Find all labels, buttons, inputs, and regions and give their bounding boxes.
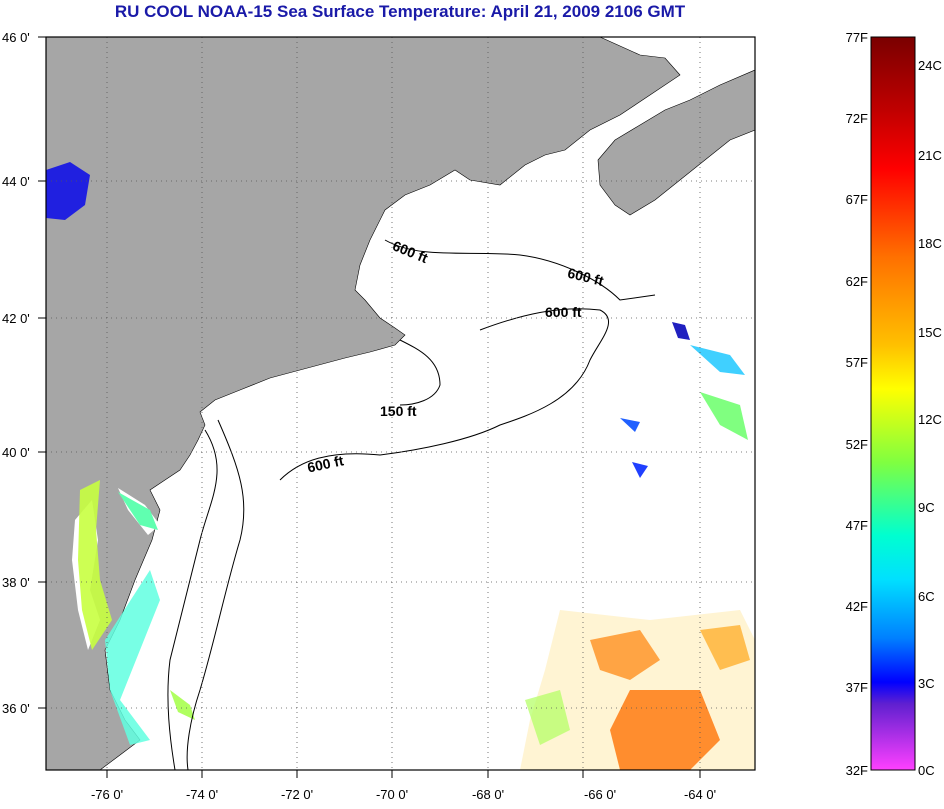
colorbar-c-label: 0C bbox=[918, 763, 935, 778]
colorbar-c-label: 12C bbox=[918, 412, 942, 427]
colorbar-f-label: 42F bbox=[846, 599, 868, 614]
colorbar-f-label: 72F bbox=[846, 111, 868, 126]
lat-label: 36 0' bbox=[2, 701, 30, 716]
colorbar-f-label: 37F bbox=[846, 680, 868, 695]
colorbar-c-label: 18C bbox=[918, 236, 942, 251]
map-title: RU COOL NOAA-15 Sea Surface Temperature:… bbox=[114, 2, 686, 21]
colorbar-f-label: 62F bbox=[846, 274, 868, 289]
lat-label: 46 0' bbox=[2, 30, 30, 45]
colorbar-c-label: 6C bbox=[918, 589, 935, 604]
lon-label: -72 0' bbox=[281, 787, 313, 802]
lon-label: -74 0' bbox=[186, 787, 218, 802]
depth-contours bbox=[167, 239, 656, 770]
colorbar-celsius-labels: 24C 21C 18C 15C 12C 9C 6C 3C 0C bbox=[918, 58, 942, 778]
colorbar-f-label: 32F bbox=[846, 763, 868, 778]
lat-label: 40 0' bbox=[2, 445, 30, 460]
colorbar-c-label: 9C bbox=[918, 500, 935, 515]
sst-patches bbox=[46, 162, 755, 770]
land-nova-scotia bbox=[597, 69, 755, 216]
lon-label: -68 0' bbox=[472, 787, 504, 802]
colorbar-f-label: 67F bbox=[846, 192, 868, 207]
colorbar-c-label: 21C bbox=[918, 148, 942, 163]
colorbar-f-label: 77F bbox=[846, 30, 868, 45]
colorbar-f-label: 52F bbox=[846, 437, 868, 452]
depth-label: 600 ft bbox=[306, 452, 345, 475]
map-frame bbox=[45, 36, 756, 771]
colorbar-f-label: 47F bbox=[846, 518, 868, 533]
colorbar-c-label: 15C bbox=[918, 325, 942, 340]
colorbar-f-label: 57F bbox=[846, 355, 868, 370]
lat-label: 42 0' bbox=[2, 311, 30, 326]
depth-label: 600 ft bbox=[545, 304, 582, 320]
long-island-sound bbox=[210, 360, 345, 410]
lon-label: -70 0' bbox=[376, 787, 408, 802]
colorbar-c-label: 24C bbox=[918, 58, 942, 73]
colorbar-fahrenheit-labels: 77F 72F 67F 62F 57F 52F 47F 42F 37F 32F bbox=[846, 30, 868, 778]
axis-ticks bbox=[38, 36, 701, 778]
graticule bbox=[46, 37, 755, 770]
lon-label: -76 0' bbox=[91, 787, 123, 802]
colorbar-c-label: 3C bbox=[918, 676, 935, 691]
lon-label: -64 0' bbox=[684, 787, 716, 802]
lat-label: 38 0' bbox=[2, 575, 30, 590]
lat-label: 44 0' bbox=[2, 174, 30, 189]
lon-label: -66 0' bbox=[584, 787, 616, 802]
depth-label: 150 ft bbox=[380, 403, 417, 419]
temperature-colorbar bbox=[870, 36, 916, 771]
